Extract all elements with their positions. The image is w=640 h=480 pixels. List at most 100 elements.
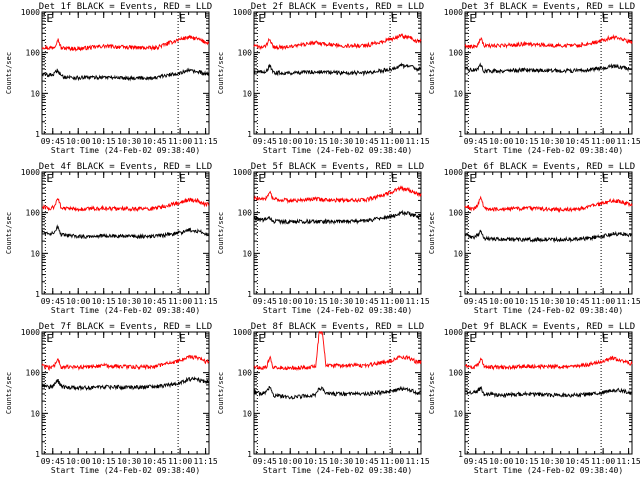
x-tick-label: 10:45	[143, 137, 167, 146]
x-tick-label: 11:15	[194, 137, 218, 146]
x-tick-label: 11:15	[617, 457, 640, 466]
panel-det-3f: Det 3f BLACK = Events, RED = LLD 1 10 100 10…	[428, 2, 640, 155]
panel-det-1f: Det 1f BLACK = Events, RED = LLD 1 10 100 10…	[5, 2, 218, 155]
y-tick-label: 1000	[21, 168, 40, 177]
events-series-line	[253, 62, 422, 77]
x-tick-label: 10:30	[540, 137, 564, 146]
lld-series-line	[253, 185, 422, 205]
y-tick-label: 1	[247, 290, 252, 299]
x-tick-label: 10:15	[92, 297, 116, 306]
panel-title: Det 4f BLACK = Events, RED = LLD	[39, 162, 212, 172]
y-tick-label: 1	[247, 450, 252, 459]
y-tick-label: 1	[247, 130, 252, 139]
events-series-line	[464, 385, 633, 399]
panel-title: Det 8f BLACK = Events, RED = LLD	[251, 322, 424, 332]
event-marker-label: E	[258, 332, 265, 345]
y-tick-label: 10	[453, 409, 463, 418]
y-tick-label: 100	[26, 49, 41, 58]
x-tick-label: 10:15	[515, 297, 539, 306]
y-axis-label: Counts/sec	[5, 52, 13, 94]
x-tick-label: 09:45	[41, 137, 65, 146]
x-tick-label: 10:30	[329, 137, 353, 146]
x-tick-label: 09:45	[464, 457, 488, 466]
lld-series-line	[41, 197, 210, 212]
events-series-line	[253, 385, 422, 400]
x-axis-label: Start Time (24-Feb-02 09:38:40)	[263, 146, 412, 155]
events-series-line	[253, 209, 422, 226]
lld-series-line	[464, 34, 633, 50]
x-tick-label: 10:30	[540, 297, 564, 306]
panel-title: Det 3f BLACK = Events, RED = LLD	[462, 2, 635, 12]
events-series-line	[41, 376, 210, 392]
y-axis-label: Counts/sec	[217, 52, 225, 94]
x-tick-label: 11:00	[168, 457, 192, 466]
x-axis-label: Start Time (24-Feb-02 09:38:40)	[474, 306, 623, 315]
event-marker-label: E	[46, 172, 53, 185]
y-tick-label: 1000	[444, 328, 463, 337]
y-tick-label: 1000	[233, 8, 252, 17]
x-tick-label: 10:15	[304, 297, 328, 306]
event-marker-label: E	[602, 172, 609, 185]
x-tick-label: 10:15	[92, 137, 116, 146]
plot-frame	[464, 171, 633, 295]
y-axis-label: Counts/sec	[217, 372, 225, 414]
x-axis-label: Start Time (24-Feb-02 09:38:40)	[51, 466, 200, 475]
panel-det-7f: Det 7f BLACK = Events, RED = LLD 1 10 100 10…	[5, 322, 218, 475]
x-tick-label: 10:30	[117, 457, 141, 466]
events-series-line	[41, 67, 210, 82]
event-marker-label: E	[179, 332, 186, 345]
x-tick-label: 10:45	[355, 457, 379, 466]
event-marker-label: E	[391, 172, 398, 185]
x-tick-label: 10:00	[489, 297, 513, 306]
x-tick-label: 09:45	[464, 137, 488, 146]
plot-frame	[253, 171, 422, 295]
event-marker-label: E	[391, 12, 398, 25]
y-tick-label: 1	[35, 130, 40, 139]
x-tick-label: 11:15	[406, 297, 430, 306]
x-tick-label: 11:00	[380, 297, 404, 306]
lld-series-line	[253, 330, 422, 372]
x-tick-label: 10:30	[117, 137, 141, 146]
y-tick-label: 10	[242, 249, 252, 258]
y-axis-label: Counts/sec	[217, 212, 225, 254]
panel-det-5f: Det 5f BLACK = Events, RED = LLD 1 10 100 10…	[217, 162, 430, 315]
event-marker-label: E	[179, 172, 186, 185]
x-tick-label: 11:00	[591, 137, 615, 146]
panel-det-9f: Det 9f BLACK = Events, RED = LLD 1 10 100 10…	[428, 322, 640, 475]
event-marker-label: E	[602, 12, 609, 25]
x-tick-label: 10:00	[66, 297, 90, 306]
x-tick-label: 11:15	[617, 137, 640, 146]
y-tick-label: 100	[449, 209, 464, 218]
x-tick-label: 10:45	[566, 137, 590, 146]
panel-det-6f: Det 6f BLACK = Events, RED = LLD 1 10 100 10…	[428, 162, 640, 315]
y-tick-label: 100	[26, 369, 41, 378]
y-tick-label: 1	[458, 130, 463, 139]
event-marker-label: E	[46, 12, 53, 25]
y-tick-label: 1000	[21, 328, 40, 337]
events-series-line	[464, 229, 633, 244]
y-axis-label: Counts/sec	[428, 372, 436, 414]
x-axis-label: Start Time (24-Feb-02 09:38:40)	[51, 306, 200, 315]
x-tick-label: 09:45	[253, 457, 277, 466]
y-axis-label: Counts/sec	[428, 52, 436, 94]
y-tick-label: 1000	[233, 168, 252, 177]
panel-det-2f: Det 2f BLACK = Events, RED = LLD 1 10 100 10…	[217, 2, 430, 155]
lld-series-line	[41, 354, 210, 371]
y-tick-label: 10	[242, 409, 252, 418]
x-tick-label: 10:45	[355, 137, 379, 146]
y-tick-label: 100	[238, 369, 253, 378]
events-series-line	[464, 62, 633, 75]
panel-title: Det 7f BLACK = Events, RED = LLD	[39, 322, 212, 332]
x-tick-label: 10:15	[304, 457, 328, 466]
x-tick-label: 10:30	[329, 457, 353, 466]
panel-title: Det 1f BLACK = Events, RED = LLD	[39, 2, 212, 12]
x-tick-label: 10:00	[489, 137, 513, 146]
lld-series-line	[253, 33, 422, 51]
x-tick-label: 10:15	[304, 137, 328, 146]
x-tick-label: 11:00	[380, 137, 404, 146]
x-tick-label: 10:30	[540, 457, 564, 466]
x-tick-label: 10:15	[92, 457, 116, 466]
x-tick-label: 10:00	[66, 137, 90, 146]
x-axis-label: Start Time (24-Feb-02 09:38:40)	[51, 146, 200, 155]
